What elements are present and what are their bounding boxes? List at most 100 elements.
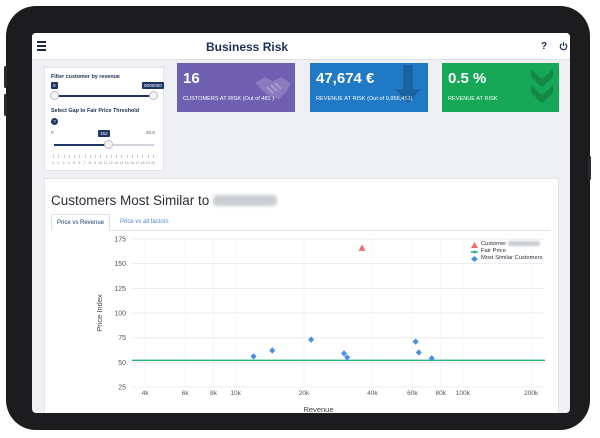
revenue-slider-min-handle[interactable] [50,91,59,100]
y-tick-label: 100 [114,311,126,318]
x-axis-title: Revenue [303,405,333,413]
gap-tick-mark [100,155,102,158]
gap-tick-mark [153,155,154,158]
kpi-label: REVENUE AT RISK (Out of 9,956,453) [316,96,413,102]
x-tick-label: 10k [230,390,241,397]
similar-customer-point [428,355,435,362]
app-screen: Business Risk ? Filter customer by reven… [32,33,570,413]
power-icon[interactable] [559,41,568,51]
legend-item-customer[interactable]: Customer [471,241,543,248]
gap-tick-label: 17 [135,161,140,165]
revenue-min-badge: 0 [51,82,58,89]
top-bar: Business Risk ? [32,33,570,60]
legend-label: Most Similar Customers [481,255,543,261]
gap-tick-label: 13 [114,161,119,165]
gap-tick-mark [110,155,112,158]
gap-tick-label: 4 [67,161,70,165]
tablet-frame: Business Risk ? Filter customer by reven… [4,6,591,430]
gap-tick-label: 1 [52,161,54,165]
power-side-button [588,156,591,180]
x-tick-label: 20k [299,390,310,397]
gap-tick-mark [116,155,118,158]
revenue-slider-max-handle[interactable] [149,91,158,100]
legend-item-most-similar[interactable]: Most Similar Customers [471,255,543,262]
gap-tick-mark [79,155,81,158]
similar-customer-point [344,354,351,361]
gap-tick-label: 8 [88,161,91,165]
x-tick-label: 80k [436,390,447,397]
gap-slider-ticks [53,155,155,160]
gap-tick-label: 11 [103,161,108,165]
revenue-slider-fill [54,95,154,97]
card-title: Customers Most Similar to [51,193,278,208]
gap-tick-mark [53,155,54,158]
x-tick-label: 60k [407,390,418,397]
y-tick-label: 25 [118,385,126,392]
y-tick-label: 150 [114,261,126,268]
kpi-label: REVENUE AT RISK [448,96,498,102]
filter-panel: Filter customer by revenue 0 5000000 Sel… [44,67,164,171]
similar-customer-point [415,349,422,356]
similar-customer-point [250,353,257,360]
volume-button [4,94,7,116]
similar-customer-point [269,347,276,354]
gap-tick-mark [105,155,107,158]
x-tick-label: 6k [182,390,190,397]
revenue-filter-label: Filter customer by revenue [51,74,120,80]
gap-tick-mark [147,155,149,158]
tab-bar: Price vs Revenue Price vs all factors [51,214,551,231]
volume-button [4,66,7,88]
gap-tick-label: 12 [108,161,113,165]
gap-tick-mark [63,155,65,158]
gap-tick-label: 14 [119,161,124,165]
diamond-marker-icon [471,256,478,262]
y-tick-label: 50 [118,360,126,367]
kpi-revenue-at-risk-percent: 0.5 % REVENUE AT RISK [442,63,559,112]
hamburger-menu-icon[interactable] [37,41,46,51]
scatter-plot: 25 50 75 100 125 150 175 4k 6k 8k 10k 20k 40k 60k 80k 1… [95,237,545,413]
gap-tick-mark [74,155,76,158]
tab-price-vs-revenue[interactable]: Price vs Revenue [51,214,111,231]
gap-slider-handle[interactable] [104,140,113,149]
kpi-label: CUSTOMERS AT RISK (Out of 481 ) [183,96,275,102]
x-tick-label: 4k [142,390,150,397]
similar-customer-point [412,338,419,345]
y-tick-label: 175 [114,237,126,244]
gap-tick-mark [95,155,97,158]
similar-customers-card: Customers Most Similar to Price vs Reven… [44,178,559,413]
help-icon[interactable]: ? [541,41,548,52]
gap-tick-mark [89,155,91,158]
gap-tick-mark [58,155,60,158]
triangle-marker-icon [471,242,478,248]
redacted-customer-name [213,195,278,206]
chart-legend: Customer Fair Price Most Similar Custome… [471,241,543,262]
line-marker-icon [471,250,478,254]
gap-tick-label: 16 [129,161,134,165]
gap-tick-mark [126,155,128,158]
gap-slider-tick-labels: 1 2 3 4 5 6 7 8 9 10 11 12 13 14 15 16 17 18 19 20 [51,161,157,169]
gap-min-label: 0 [51,130,54,135]
gap-slider-fill [54,144,109,146]
down-arrow-icon [395,65,421,103]
kpi-customers-at-risk: 16 CUSTOMERS AT RISK (Out of 481 ) [177,63,295,112]
gap-value-badge: 152 [98,130,110,137]
gap-max-label: 20.6 [146,130,155,135]
kpi-revenue-at-risk: 47,674 € REVENUE AT RISK (Out of 9,956,4… [310,63,428,112]
info-icon[interactable]: ? [51,118,58,125]
gap-tick-mark [68,155,70,158]
x-tick-label: 100k [456,390,471,397]
redacted-legend-name [508,241,541,246]
gap-tick-label: 3 [62,161,65,165]
x-tick-label: 200k [524,390,539,397]
gap-tick-label: 15 [124,161,129,165]
gap-tick-label: 7 [83,161,86,165]
tab-price-vs-all-factors[interactable]: Price vs all factors [120,219,169,225]
gap-tick-label: 19 [145,161,150,165]
kpi-value: 0.5 % [448,70,487,87]
gap-tick-label: 6 [78,161,81,165]
x-tick-label: 40k [367,390,378,397]
gap-tick-label: 20 [151,161,155,165]
legend-item-fair-price[interactable]: Fair Price [471,248,543,255]
customer-point [358,244,366,251]
x-tick-label: 8k [210,390,218,397]
